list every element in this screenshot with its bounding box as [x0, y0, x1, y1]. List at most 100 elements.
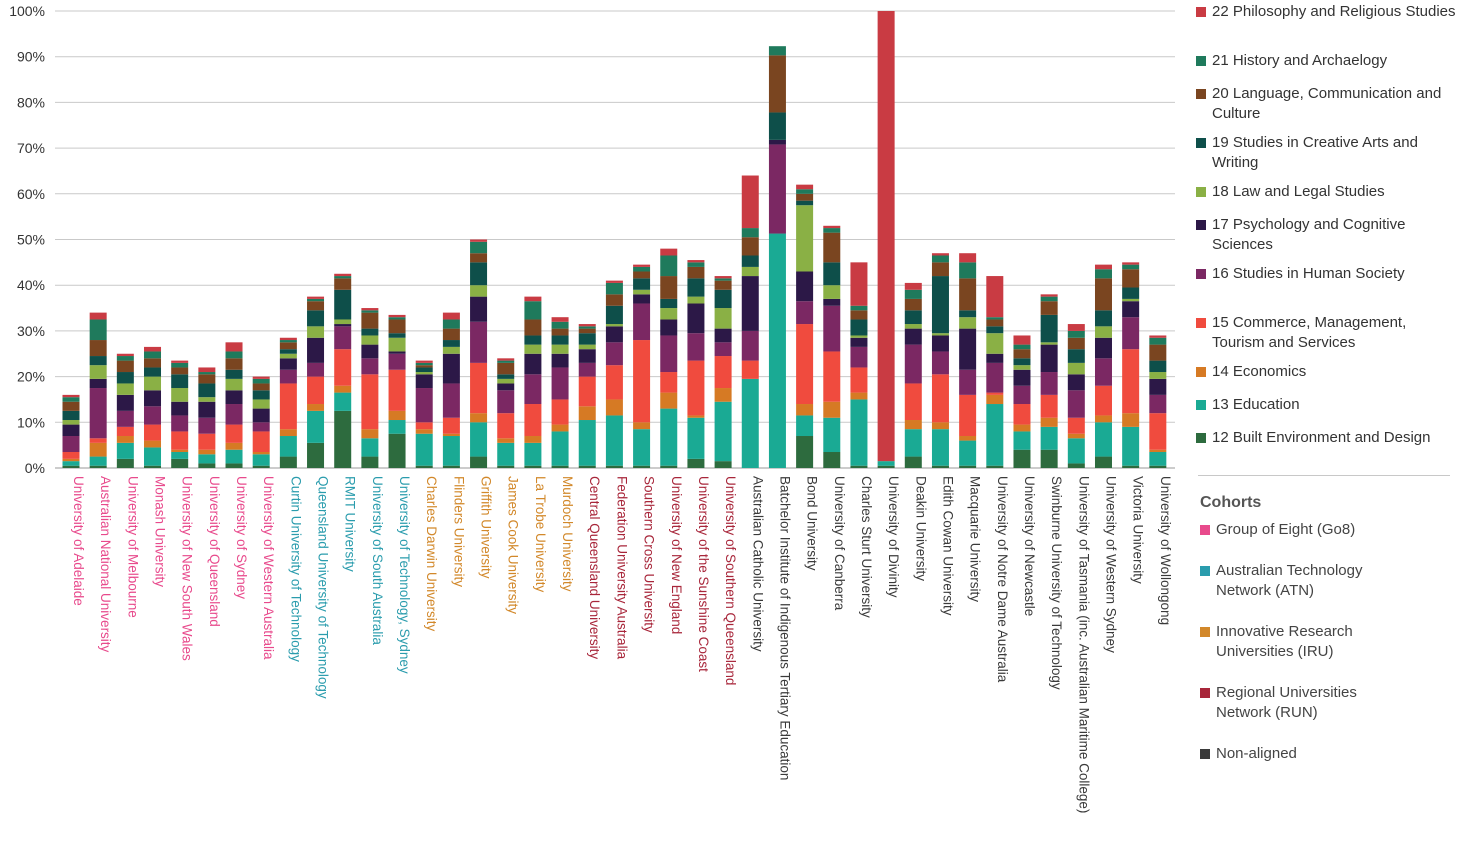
bar-segment: [850, 399, 868, 466]
legend-item: 21 History and Archaelogy: [1196, 51, 1456, 84]
bar-segment: [171, 360, 189, 363]
bar-segment: [959, 369, 977, 395]
bar-segment: [959, 436, 977, 441]
bar-segment: [171, 362, 189, 368]
bar-segment: [89, 378, 107, 389]
bar-segment: [904, 456, 922, 468]
legend-label: 22 Philosophy and Religious Studies: [1212, 3, 1456, 20]
bar-segment: [768, 112, 786, 140]
bar-segment: [470, 239, 488, 242]
bar-segment: [89, 442, 107, 457]
bar-segment: [1067, 417, 1085, 434]
legend-divider: [1198, 475, 1450, 476]
bar-segment: [415, 429, 433, 434]
bar-segment: [986, 465, 1004, 468]
bar-segment: [171, 367, 189, 375]
bar-segment: [116, 458, 134, 468]
legend-label: 17 Psychology and Cognitive Sciences: [1212, 216, 1406, 253]
legend-item: 22 Philosophy and Religious Studies: [1196, 2, 1456, 51]
x-tick-label: Australian Catholic University: [750, 476, 765, 652]
x-tick-label: Monash University: [153, 476, 168, 587]
bar-segment: [551, 321, 569, 329]
bar-segment: [741, 175, 759, 229]
bar-segment: [551, 344, 569, 354]
bar-segment: [116, 410, 134, 427]
bar-segment: [388, 333, 406, 338]
x-tick-label: Australian National University: [98, 476, 113, 653]
bar-segment: [307, 442, 325, 468]
bar-segment: [1067, 463, 1085, 468]
bar-segment: [660, 255, 678, 277]
bar-segment: [497, 374, 515, 379]
bar-segment: [144, 424, 162, 441]
bar-segment: [904, 289, 922, 299]
bar-segment: [986, 317, 1004, 320]
bar-segment: [959, 278, 977, 311]
x-tick-label: Deakin University: [913, 476, 928, 581]
bar-segment: [904, 344, 922, 384]
bar-segment: [931, 262, 949, 277]
bar-segment: [252, 378, 270, 384]
bar-segment: [89, 356, 107, 366]
x-tick-label: Federation University Australia: [614, 476, 629, 660]
bar-segment: [1122, 465, 1140, 468]
bar-segment: [931, 335, 949, 352]
bar-segment: [1122, 262, 1140, 265]
bar-segment: [931, 333, 949, 336]
cohort-legend-item: Australian Technology Network (ATN): [1200, 561, 1456, 622]
cohort-swatch: [1200, 688, 1210, 698]
bar-segment: [198, 401, 216, 418]
bar-segment: [796, 271, 814, 302]
bar-segment: [89, 365, 107, 379]
bar-segment: [307, 362, 325, 377]
bar-segment: [279, 383, 297, 430]
bar-segment: [415, 367, 433, 373]
bar-segment: [198, 372, 216, 375]
bar-segment: [578, 465, 596, 468]
x-tick-label: University of South Australia: [370, 476, 385, 645]
bar-segment: [605, 280, 623, 283]
bar-segment: [442, 328, 460, 341]
cohort-label: Non-aligned: [1216, 745, 1297, 762]
bar-segment: [1040, 426, 1058, 450]
bar-segment: [388, 369, 406, 411]
bar-segment: [633, 340, 651, 423]
bar-segment: [62, 394, 80, 398]
bar-segment: [823, 232, 841, 263]
bar-segment: [144, 465, 162, 468]
bar-segment: [850, 262, 868, 306]
bar-segment: [660, 276, 678, 299]
bar-segment: [1067, 324, 1085, 331]
bar-segment: [904, 420, 922, 430]
bar-segment: [1013, 349, 1031, 359]
bar-segment: [823, 452, 841, 468]
bar-segment: [334, 385, 352, 393]
bar-segment: [605, 326, 623, 343]
y-tick-label: 20%: [17, 369, 45, 385]
bar-segment: [442, 319, 460, 329]
bar-segment: [768, 46, 786, 56]
cohort-swatch: [1200, 525, 1210, 535]
bar-segment: [1094, 385, 1112, 416]
y-tick-label: 30%: [17, 323, 45, 339]
bar-segment: [252, 452, 270, 455]
legend-swatch: [1196, 7, 1206, 17]
cohort-legend-item: Group of Eight (Go8): [1200, 520, 1456, 561]
bar-segment: [1067, 349, 1085, 363]
bar-segment: [470, 296, 488, 322]
bar-segment: [497, 465, 515, 468]
bar-segment: [1094, 337, 1112, 359]
bar-segment: [687, 303, 705, 334]
bar-segment: [524, 344, 542, 354]
bar-segment: [62, 424, 80, 437]
bar-segment: [578, 324, 596, 327]
bar-segment: [633, 294, 651, 304]
bar-segment: [796, 189, 814, 194]
bar-segment: [660, 308, 678, 320]
y-tick-label: 70%: [17, 140, 45, 156]
x-tick-label: University of Southern Queensland: [723, 476, 738, 685]
y-tick-label: 90%: [17, 49, 45, 65]
bar-segment: [741, 378, 759, 468]
bar-segment: [415, 465, 433, 468]
bar-segment: [551, 335, 569, 345]
